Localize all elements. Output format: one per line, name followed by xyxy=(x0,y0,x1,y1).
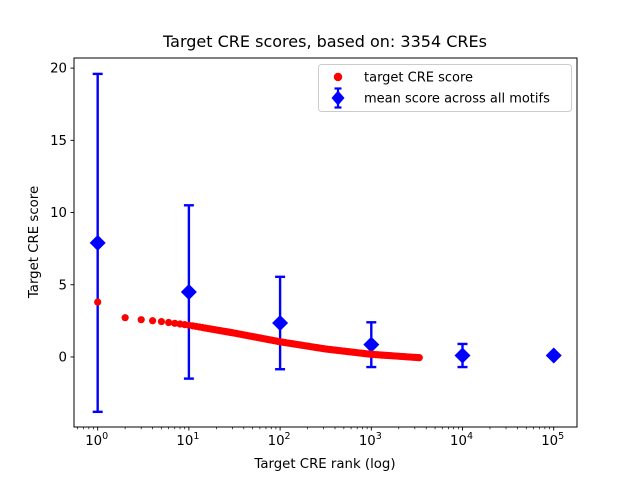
mean-score-errorbar-series xyxy=(89,72,562,414)
target-score-dot-series xyxy=(94,298,423,362)
target-score-dot xyxy=(94,298,102,306)
chart-title: Target CRE scores, based on: 3354 CREs xyxy=(162,32,487,51)
mean-score-diamond-marker xyxy=(363,336,380,353)
target-score-dot xyxy=(415,354,423,362)
legend-blue-diamond-errorbar-icon xyxy=(331,87,345,109)
target-score-dot xyxy=(121,314,129,322)
legend-label-mean-score: mean score across all motifs xyxy=(364,92,550,107)
mean-score-diamond-marker xyxy=(545,347,562,364)
y-tick-label: 0 xyxy=(59,351,67,366)
mean-score-diamond-marker xyxy=(272,315,289,332)
x-axis-label: Target CRE rank (log) xyxy=(253,457,395,472)
y-tick-label: 20 xyxy=(50,62,67,77)
legend-box xyxy=(318,64,572,112)
mean-score-diamond-marker xyxy=(180,283,197,300)
target-score-dot xyxy=(137,316,145,324)
y-axis-ticks: 0 5 10 15 20 xyxy=(50,62,74,366)
x-tick-label: 104 xyxy=(450,431,473,449)
x-tick-label: 100 xyxy=(85,431,108,449)
x-tick-label: 101 xyxy=(176,431,199,449)
target-score-dot xyxy=(165,318,173,327)
y-axis-label: Target CRE score xyxy=(27,186,42,299)
x-tick-label: 103 xyxy=(359,431,382,449)
y-tick-label: 5 xyxy=(59,278,67,293)
legend-red-dot-icon xyxy=(333,72,343,82)
target-score-dot xyxy=(157,317,166,326)
x-tick-label: 105 xyxy=(541,431,564,449)
legend: target CRE score mean score across all m… xyxy=(318,64,572,112)
axes-spines xyxy=(73,57,578,428)
y-tick-label: 15 xyxy=(50,134,67,149)
target-score-dot xyxy=(148,317,157,325)
mean-score-diamond-marker xyxy=(454,347,471,364)
target-score-dot xyxy=(171,319,179,327)
mean-score-diamond-marker xyxy=(89,234,106,251)
x-axis-ticks: 100 101 102 103 104 105 xyxy=(77,427,564,449)
x-tick-label: 102 xyxy=(268,431,291,449)
legend-label-target-score: target CRE score xyxy=(364,71,473,86)
y-tick-label: 10 xyxy=(50,206,67,221)
